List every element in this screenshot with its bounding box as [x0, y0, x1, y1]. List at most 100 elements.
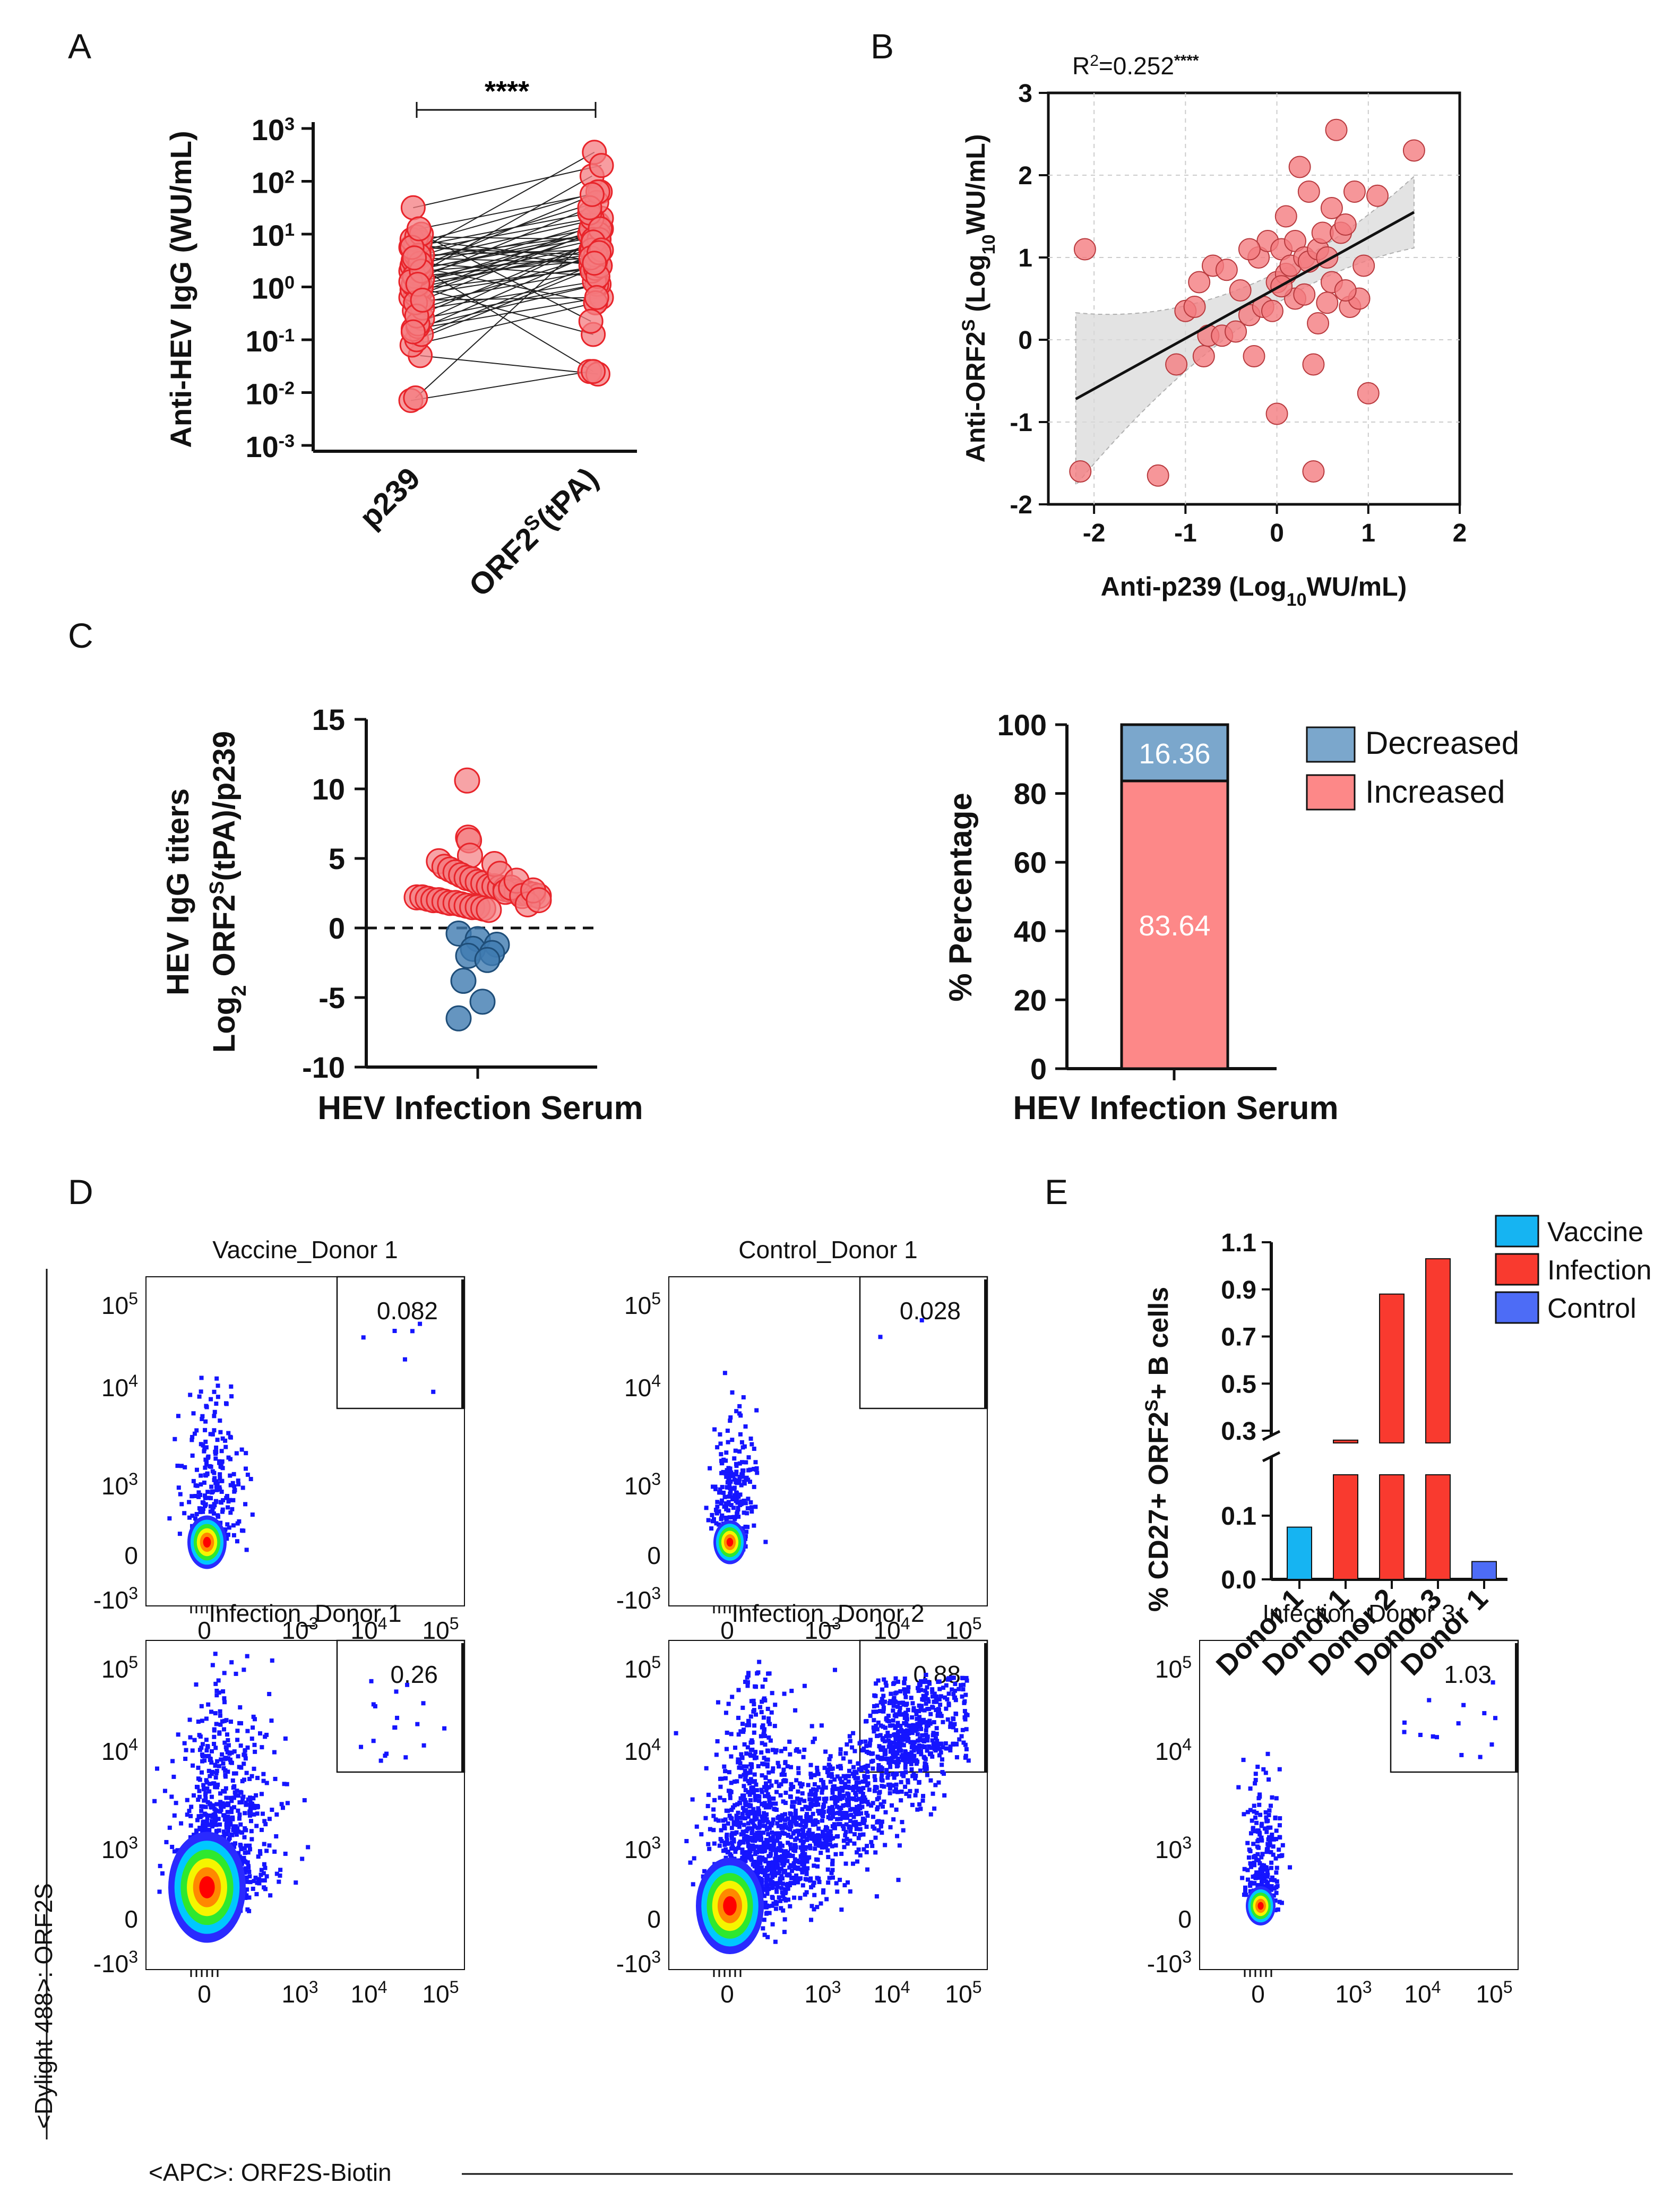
flow-event [894, 1807, 899, 1812]
flow-event [828, 1764, 832, 1769]
regression-point [1188, 271, 1211, 294]
flow-event [751, 1810, 755, 1815]
flow-event [745, 1680, 750, 1684]
flow-event [226, 1532, 230, 1537]
flow-event [189, 1804, 194, 1809]
pair-line [415, 191, 601, 269]
flow-event [822, 1766, 827, 1770]
flow-event [903, 1784, 908, 1789]
flow-event [200, 1416, 204, 1421]
flow-event [257, 1849, 262, 1854]
flow-event [850, 1796, 855, 1801]
flow-event [208, 1464, 212, 1468]
flow-event [1263, 1770, 1268, 1775]
pair-line [421, 257, 591, 272]
gate-event [930, 1687, 935, 1692]
flow-event [247, 1809, 252, 1814]
flow-event [746, 1790, 751, 1794]
flow-event [204, 1819, 209, 1824]
flow-event [208, 1774, 212, 1778]
flow-event [1260, 1852, 1265, 1856]
flow-event [914, 1773, 918, 1778]
flow-event [820, 1790, 824, 1795]
flow-event [804, 1869, 809, 1874]
regression-point [1402, 139, 1425, 162]
flow-event [753, 1467, 758, 1472]
flow-event [755, 1812, 760, 1817]
flow-event [222, 1727, 227, 1732]
flow-event [1252, 1881, 1257, 1886]
flow-event [743, 1774, 748, 1779]
flow-event [1280, 1853, 1285, 1858]
gate-event [890, 1723, 895, 1728]
gate-event [1478, 1755, 1483, 1759]
flow-event [1259, 1855, 1264, 1860]
flow-event [824, 1842, 829, 1846]
flow-event [259, 1868, 264, 1872]
flow-event [217, 1809, 221, 1813]
flow-event [203, 1503, 208, 1508]
flow-event [753, 1460, 758, 1465]
gate-event [369, 1679, 374, 1683]
panel-label-b: B [871, 27, 894, 66]
flow-event [220, 1436, 225, 1441]
flow-event [242, 1855, 246, 1860]
flow-event [1269, 1878, 1273, 1882]
flow-event [216, 1383, 220, 1388]
flow-event [747, 1804, 752, 1809]
flow-event [213, 1456, 218, 1461]
gate-event [903, 1753, 908, 1758]
gate-event [893, 1676, 898, 1681]
flow-event [825, 1848, 830, 1853]
density-core [726, 1537, 734, 1547]
flow-event [846, 1800, 851, 1805]
gate-event [921, 1720, 926, 1725]
flow-event [748, 1753, 753, 1758]
flow-event [782, 1930, 787, 1935]
flow-event [1265, 1881, 1270, 1886]
gate-event [924, 1720, 929, 1724]
flow-event [876, 1819, 881, 1824]
flow-event [889, 1758, 894, 1763]
flow-event [725, 1838, 729, 1843]
flow-event [964, 1727, 969, 1732]
panel-b-y-tick-label: 1 [1018, 244, 1032, 272]
regression-point [1225, 320, 1247, 343]
flow-event [1271, 1852, 1276, 1857]
flow-event [194, 1512, 199, 1517]
flow-event [220, 1752, 225, 1757]
flow-event [201, 1506, 206, 1511]
flow-event [720, 1498, 725, 1503]
flow-event [209, 1749, 214, 1753]
gate-event [951, 1725, 956, 1730]
flow-event [829, 1836, 834, 1841]
flow-event [243, 1748, 247, 1753]
flow-event [910, 1802, 915, 1807]
flow-event [843, 1785, 848, 1790]
flow-event [804, 1855, 808, 1860]
flow-event [764, 1882, 769, 1887]
flow-event [179, 1464, 184, 1468]
flow-event [753, 1750, 758, 1755]
gate-event [378, 1758, 383, 1763]
flow-event [191, 1478, 196, 1483]
flow-event [229, 1799, 234, 1803]
gate-event [964, 1747, 969, 1752]
panel-e-y-tick-label: 0.5 [1221, 1370, 1256, 1398]
flow-event [236, 1482, 241, 1486]
flow-event [229, 1806, 234, 1811]
flow-event [745, 1770, 750, 1775]
panel-c-left-y-tick-label: -5 [318, 981, 345, 1015]
flow-event [827, 1806, 832, 1810]
flow-event [821, 1844, 826, 1849]
flow-event [820, 1809, 824, 1813]
flow-event [800, 1870, 805, 1875]
flow-event [763, 1858, 768, 1863]
bar-decreased-label: 16.36 [1139, 738, 1210, 770]
gate-event [925, 1685, 929, 1690]
flow-event [803, 1877, 808, 1881]
flow-event [254, 1824, 259, 1828]
flow-event [856, 1836, 861, 1841]
regression-point [1334, 279, 1357, 302]
flow-event [190, 1453, 195, 1458]
